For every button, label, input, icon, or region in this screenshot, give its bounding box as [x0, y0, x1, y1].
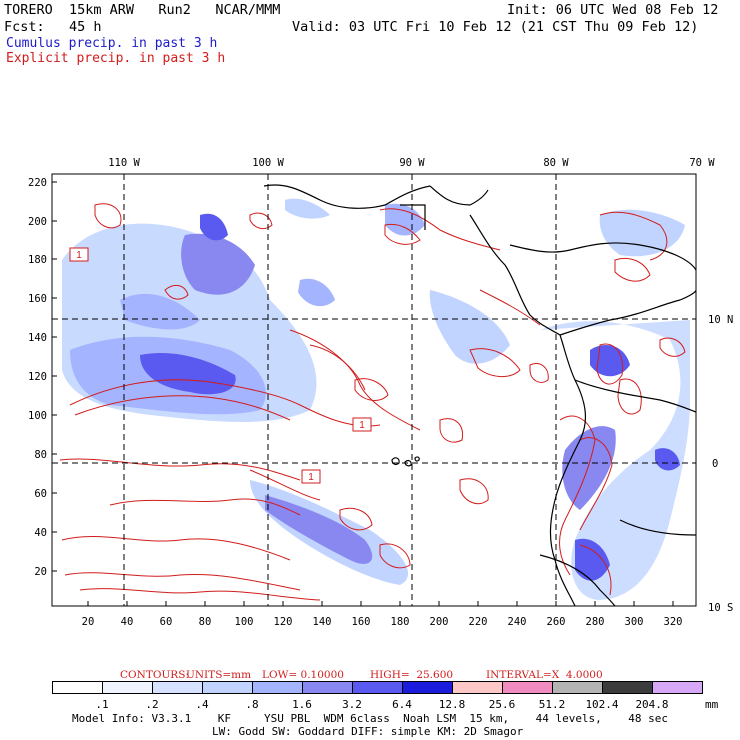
latitude-labels: 10 N 0 10 S — [708, 314, 733, 614]
grid-x-labels: 20 40 60 80 100 120 140 160 180 200 220 … — [82, 616, 683, 628]
colorbar-swatch — [402, 681, 453, 694]
colorbar-label: 51.2 — [538, 698, 566, 711]
legend-cumulus: Cumulus precip. in past 3 h — [6, 36, 218, 51]
contours-title: CONTOURS: — [120, 669, 189, 681]
contour-label-boxes: 1 1 1 — [69, 247, 372, 484]
colorbar-label: .8 — [245, 698, 259, 711]
grid-x-label: 60 — [160, 616, 173, 628]
grid-x-label: 20 — [82, 616, 95, 628]
grid-y-label: 20 — [34, 566, 47, 578]
colorbar-label: 6.4 — [392, 698, 412, 711]
colorbar-swatch — [152, 681, 203, 694]
grid-x-label: 100 — [235, 616, 254, 628]
lat-label: 10 N — [708, 314, 733, 326]
lat-lon-grid — [52, 174, 696, 606]
grid-y-label: 80 — [34, 449, 47, 461]
valid-time: Valid: 03 UTC Fri 10 Feb 12 (21 CST Thu … — [292, 19, 699, 35]
grid-y-label: 140 — [28, 332, 47, 344]
contours-low: LOW= 0.10000 — [262, 669, 344, 681]
colorbar-swatch — [302, 681, 353, 694]
contours-high: HIGH= 25.600 — [370, 669, 454, 681]
grid-x-label: 260 — [547, 616, 566, 628]
grid-x-label: 40 — [121, 616, 134, 628]
colorbar-swatch — [652, 681, 703, 694]
model-info: Model Info: V3.3.1 KF YSU PBL WDM 6class… — [72, 712, 669, 725]
lat-label: 0 — [712, 458, 718, 470]
grid-x-label: 180 — [391, 616, 410, 628]
contours-units: UNITS=mm — [186, 669, 252, 681]
colorbar-swatch — [252, 681, 303, 694]
grid-y-label: 220 — [28, 177, 47, 189]
grid-x-label: 220 — [469, 616, 488, 628]
lon-label: 80 W — [543, 157, 569, 169]
contours-interval: INTERVAL=X 4.0000 — [486, 669, 603, 681]
colorbar-swatch — [602, 681, 653, 694]
model-run-title: TORERO 15km ARW Run2 NCAR/MMM — [4, 2, 281, 18]
grid-x-label: 120 — [274, 616, 293, 628]
colorbar-swatch — [452, 681, 503, 694]
axis-ticks — [52, 181, 674, 606]
contour-label: 1 — [308, 472, 314, 483]
colorbar-swatch — [352, 681, 403, 694]
lon-label: 90 W — [399, 157, 425, 169]
colorbar-label: 204.8 — [635, 698, 669, 711]
colorbar-label: 25.6 — [488, 698, 516, 711]
colorbar-swatch — [102, 681, 153, 694]
grid-y-label: 60 — [34, 488, 47, 500]
grid-y-labels: 220 200 180 160 140 120 100 80 60 40 20 — [28, 177, 47, 578]
forecast-hour: Fcst: 45 h — [4, 19, 102, 35]
grid-x-label: 320 — [664, 616, 683, 628]
legend-explicit: Explicit precip. in past 3 h — [6, 51, 226, 66]
grid-y-label: 200 — [28, 216, 47, 228]
contour-label: 1 — [76, 250, 82, 261]
explicit-precip-contours — [59, 203, 686, 601]
lon-label: 110 W — [108, 157, 140, 169]
colorbar-label: 1.6 — [292, 698, 312, 711]
precip-field — [62, 198, 690, 600]
colorbar-unit: mm — [705, 698, 719, 711]
colorbar-label: 12.8 — [438, 698, 466, 711]
lon-label: 100 W — [252, 157, 284, 169]
grid-y-label: 120 — [28, 371, 47, 383]
grid-x-label: 160 — [352, 616, 371, 628]
contour-label: 1 — [359, 420, 365, 431]
grid-y-label: 180 — [28, 254, 47, 266]
coastlines — [263, 184, 696, 606]
grid-x-label: 300 — [625, 616, 644, 628]
colorbar-label: .2 — [145, 698, 159, 711]
grid-x-label: 240 — [508, 616, 527, 628]
colorbar-swatch — [502, 681, 553, 694]
grid-x-label: 200 — [430, 616, 449, 628]
init-time: Init: 06 UTC Wed 08 Feb 12 — [507, 2, 719, 18]
colorbar-label: .1 — [95, 698, 109, 711]
grid-x-label: 80 — [199, 616, 212, 628]
colorbar-swatch — [552, 681, 603, 694]
colorbar-label: 102.4 — [585, 698, 619, 711]
colorbar-swatch — [202, 681, 253, 694]
grid-x-label: 140 — [313, 616, 332, 628]
grid-y-label: 100 — [28, 410, 47, 422]
colorbar-swatch — [52, 681, 103, 694]
longitude-labels: 110 W 100 W 90 W 80 W 70 W — [108, 157, 715, 169]
physics-info: LW: Godd SW: Goddard DIFF: simple KM: 2D… — [212, 725, 524, 738]
colorbar-label: .4 — [195, 698, 209, 711]
grid-x-label: 280 — [586, 616, 605, 628]
colorbar-label: 3.2 — [342, 698, 362, 711]
map-frame — [51, 173, 697, 607]
lat-label: 10 S — [708, 602, 733, 614]
grid-y-label: 40 — [34, 527, 47, 539]
grid-y-label: 160 — [28, 293, 47, 305]
lon-label: 70 W — [689, 157, 715, 169]
